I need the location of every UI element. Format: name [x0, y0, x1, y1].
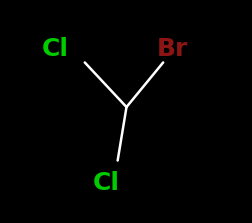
Text: Cl: Cl: [92, 171, 119, 195]
Text: Br: Br: [156, 37, 187, 61]
Text: Cl: Cl: [42, 37, 69, 61]
